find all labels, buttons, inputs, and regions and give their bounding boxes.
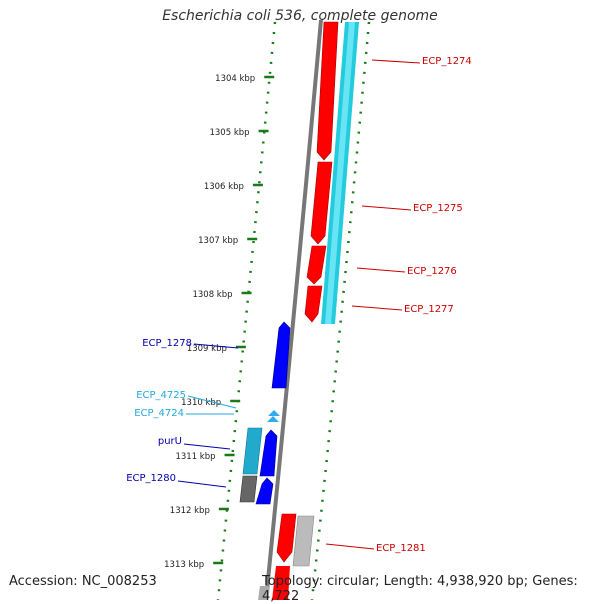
tick-label: 1305 kbp <box>209 128 249 138</box>
cds-ecp-1274 <box>316 21 339 161</box>
gene-leader-line <box>351 305 403 311</box>
other-feature-1281 <box>292 515 315 567</box>
other-feature-1280 <box>239 475 258 503</box>
rna-feature-purU <box>242 427 263 475</box>
tick-label: 1310 kbp <box>181 398 221 408</box>
gene-label: ECP_1278 <box>142 338 192 349</box>
cds-ecp-1281 <box>276 513 297 563</box>
cds-ecp-1280 <box>255 477 274 505</box>
outer-tick-line <box>310 21 371 600</box>
gene-label: ECP_1274 <box>422 56 472 67</box>
gene-label: ECP_1280 <box>126 473 176 484</box>
gene-leader-line <box>361 205 412 211</box>
gene-leader-line <box>187 395 237 409</box>
gene-label: ECP_1277 <box>404 304 454 315</box>
gene-leader-line <box>356 267 406 273</box>
gene-label: ECP_1276 <box>407 266 457 277</box>
inner-tick-line <box>216 21 277 600</box>
cds-ecp-1277 <box>304 285 323 323</box>
cds-ecp-1276 <box>306 245 327 285</box>
tick-label: 1306 kbp <box>204 182 244 192</box>
other-bottom-fragment <box>258 586 270 600</box>
cds-purU <box>259 429 278 477</box>
trna-ecp-4725 <box>268 410 280 416</box>
tick-label: 1309 kbp <box>187 344 227 354</box>
gene-label: ECP_1275 <box>413 203 463 214</box>
cds-ecp-1275 <box>310 161 333 245</box>
cds-ecp-1278 <box>271 321 291 389</box>
genome-backbone <box>264 19 323 600</box>
gene-label: ECP_4725 <box>136 390 186 401</box>
trna-ecp-4724 <box>267 416 279 422</box>
tick-label: 1308 kbp <box>192 290 232 300</box>
tick-label: 1311 kbp <box>175 452 215 462</box>
gene-label: ECP_1281 <box>376 543 426 554</box>
gene-leader-line <box>325 543 375 550</box>
rna-feature-highlight <box>325 22 355 324</box>
tick-label: 1304 kbp <box>215 74 255 84</box>
map-title: Escherichia coli 536, complete genome <box>162 8 438 24</box>
accession-text: Accession: NC_008253 <box>9 574 157 589</box>
gene-leader-line <box>177 480 227 488</box>
cds-bottom-fragment <box>272 566 290 600</box>
gene-label: purU <box>158 436 182 447</box>
gene-leader-line <box>193 343 239 349</box>
gene-label: ECP_4724 <box>134 408 184 419</box>
tick-label: 1313 kbp <box>164 560 204 570</box>
tick-label: 1312 kbp <box>170 506 210 516</box>
gene-leader-line <box>183 443 231 450</box>
gene-leader-line <box>371 59 421 64</box>
tick-label: 1307 kbp <box>198 236 238 246</box>
